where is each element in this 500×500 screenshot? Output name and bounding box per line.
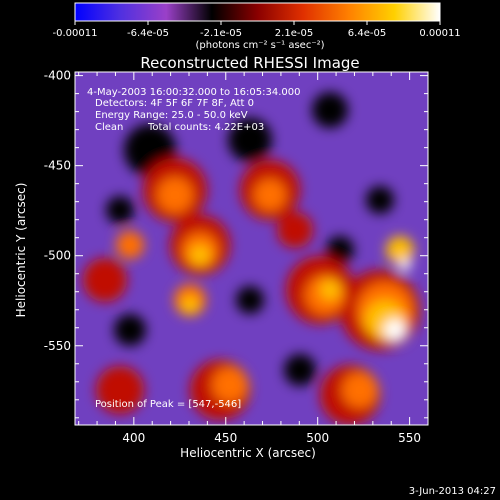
energy-range-label: Energy Range: 25.0 - 50.0 keV	[95, 110, 248, 121]
detectors-label: Detectors: 4F 5F 6F 7F 8F, Att 0	[95, 98, 254, 109]
emission-blob	[106, 196, 134, 224]
colorbar-tick-label: 0.00011	[419, 28, 460, 39]
emission-blob	[326, 236, 354, 264]
emission-blob	[284, 354, 316, 386]
plot-frame	[74, 71, 429, 426]
emission-blob	[366, 186, 394, 214]
emission-blob	[386, 236, 414, 264]
axis-ticks	[75, 72, 429, 425]
emission-blob	[116, 231, 144, 259]
x-tick-label: 550	[398, 431, 421, 445]
x-axis-label: Heliocentric X (arcsec)	[180, 446, 316, 460]
solar-image	[75, 72, 428, 425]
plot-title: Reconstructed RHESSI Image	[140, 54, 359, 72]
colorbar: -0.00011 -6.4e-05 -2.1e-05 2.1e-05 6.4e-05 0.…	[53, 2, 461, 51]
x-tick-labels: 400 450 500 550	[122, 431, 421, 445]
x-tick-label: 450	[214, 431, 237, 445]
y-tick-labels: -400 -450 -500 -550	[44, 69, 71, 353]
total-counts-label: Total counts: 4.22E+03	[147, 122, 264, 133]
date-stamp: 3-Jun-2013 04:27	[409, 486, 496, 497]
y-tick-label: -500	[44, 249, 71, 263]
colorbar-tick-label: 2.1e-05	[275, 28, 313, 39]
x-tick-label: 400	[122, 431, 145, 445]
colorbar-unit-label: (photons cm⁻² s⁻¹ asec⁻²)	[195, 40, 324, 51]
emission-blob	[212, 367, 248, 403]
emission-blob	[312, 92, 348, 128]
emission-blob	[342, 372, 378, 408]
emission-blob	[320, 280, 340, 300]
emission-blob	[181, 296, 199, 314]
emission-blob	[114, 314, 146, 346]
emission-blob	[157, 177, 193, 213]
peak-position-label: Position of Peak = [547,-546]	[95, 399, 241, 410]
algorithm-label: Clean	[95, 122, 123, 133]
emission-blob	[254, 179, 286, 211]
emission-blob	[190, 245, 210, 265]
time-range-label: 4-May-2003 16:00:32.000 to 16:05:34.000	[87, 87, 300, 98]
x-tick-label: 500	[306, 431, 329, 445]
colorbar-ticks	[74, 21, 441, 25]
colorbar-tick-label: -6.4e-05	[127, 28, 169, 39]
emission-blob	[236, 286, 264, 314]
emission-blob	[384, 319, 406, 341]
emission-blobs	[83, 92, 420, 425]
y-axis-label: Heliocentric Y (arcsec)	[14, 183, 28, 318]
y-tick-label: -450	[44, 159, 71, 173]
y-tick-label: -400	[44, 69, 71, 83]
emission-blob	[83, 258, 127, 302]
colorbar-tick-label: -2.1e-05	[200, 28, 242, 39]
emission-blob	[277, 212, 313, 248]
colorbar-tick-label: -0.00011	[53, 28, 98, 39]
emission-blob	[96, 366, 144, 414]
colorbar-tick-labels: -0.00011 -6.4e-05 -2.1e-05 2.1e-05 6.4e-05 0.…	[53, 28, 461, 39]
colorbar-tick-label: 6.4e-05	[348, 28, 386, 39]
emission-blob	[399, 259, 411, 271]
emission-blob	[228, 118, 272, 162]
y-tick-label: -550	[44, 339, 71, 353]
colorbar-gradient	[74, 2, 441, 22]
